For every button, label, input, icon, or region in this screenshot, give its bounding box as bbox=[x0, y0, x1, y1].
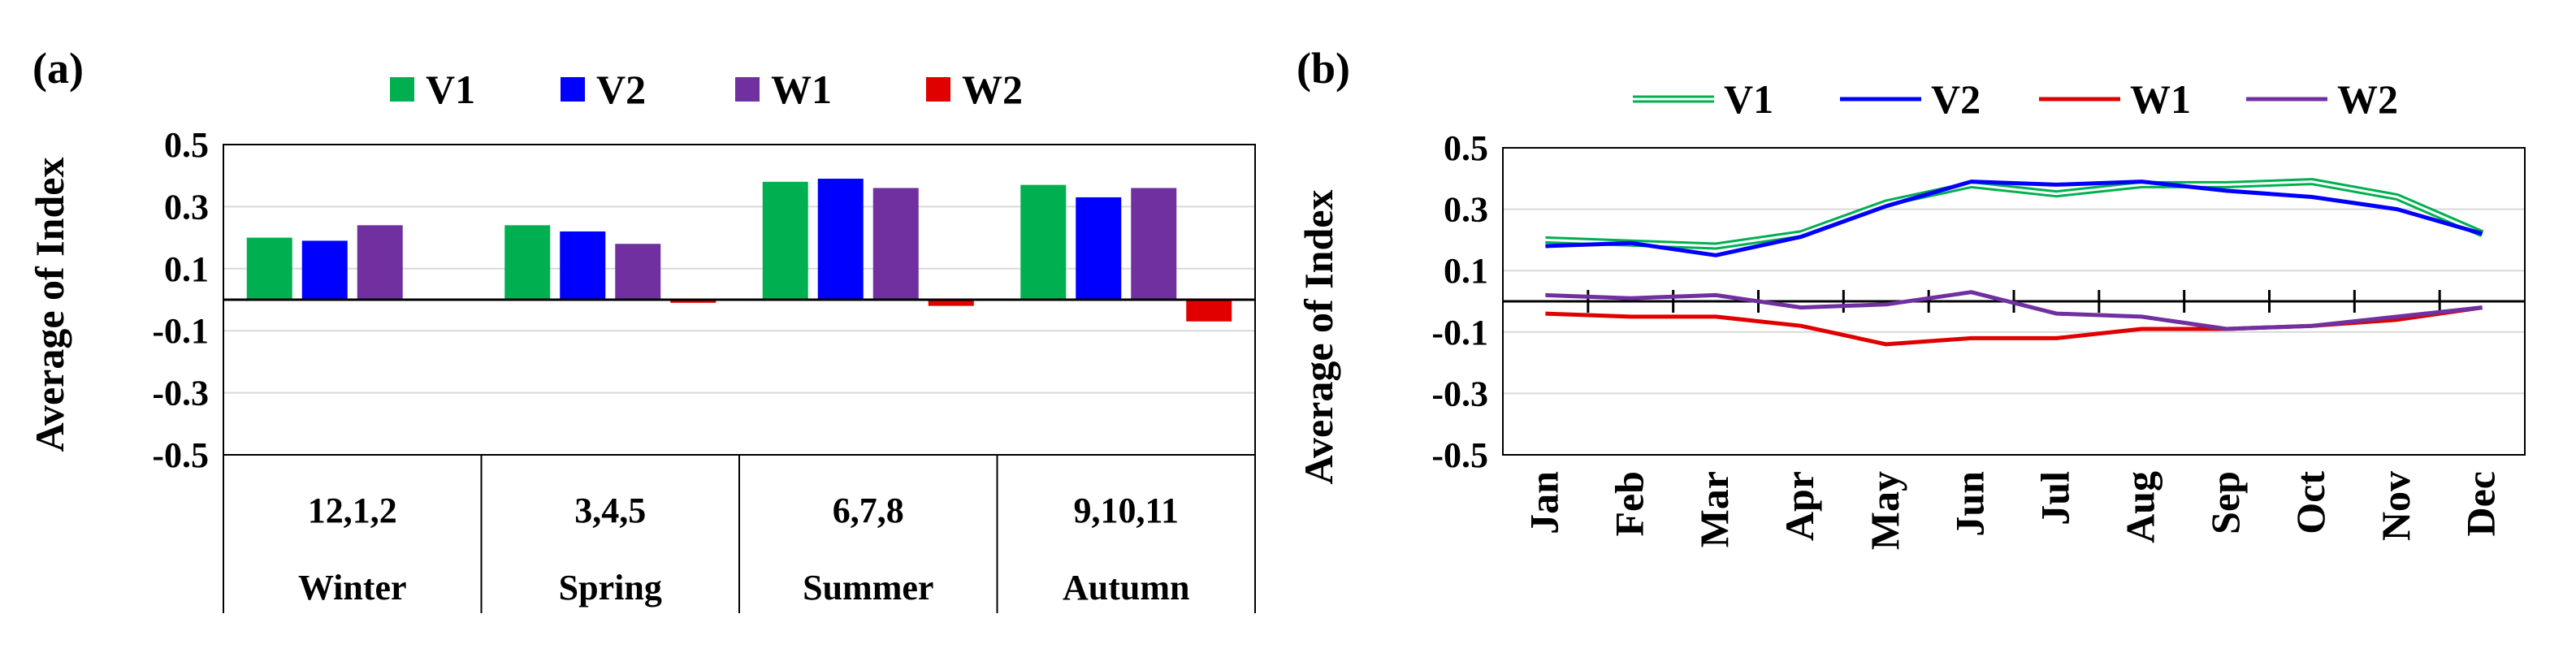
bar-v2-summer bbox=[817, 179, 864, 300]
legend-label-w2: W2 bbox=[962, 67, 1023, 112]
month-label: Feb bbox=[1606, 471, 1652, 537]
legend-label-v2: V2 bbox=[596, 67, 646, 112]
category-labels-a: 12,1,2 Winter 3,4,5 Spring 6,7,8 Summer 9,10,1… bbox=[298, 491, 1190, 608]
month-labels-b: Jan Feb Mar Apr May Jun Jul Aug Sep Oct Nov Dec bbox=[1521, 471, 2503, 551]
category-season-label: Summer bbox=[803, 568, 933, 608]
month-label: Nov bbox=[2373, 471, 2418, 541]
bar-v2-spring bbox=[560, 231, 606, 300]
series-line-v2 bbox=[1545, 179, 2483, 257]
series-line-w1 bbox=[1545, 305, 2483, 347]
category-months-label: 3,4,5 bbox=[574, 491, 646, 530]
legend-label-v1: V1 bbox=[1724, 76, 1773, 122]
y-tick-label-b: -0.5 bbox=[1431, 435, 1488, 475]
month-label: Apr bbox=[1777, 471, 1822, 541]
series-line-w2 bbox=[1545, 290, 2483, 331]
bar-v2-autumn bbox=[1076, 197, 1122, 300]
bar-w1-summer bbox=[872, 188, 919, 300]
series-line-inner-v1 bbox=[1545, 180, 2483, 248]
month-label: Aug bbox=[2117, 471, 2163, 543]
y-axis-title-a: Average of Index bbox=[27, 158, 72, 452]
month-label: Sep bbox=[2202, 471, 2248, 534]
category-season-label: Autumn bbox=[1063, 568, 1190, 608]
y-tick-labels-b: 0.5 0.3 0.1 -0.1 -0.3 -0.5 bbox=[1431, 128, 1488, 475]
panel-label-a: (a) bbox=[32, 44, 84, 93]
y-tick-label-b: -0.3 bbox=[1431, 374, 1488, 413]
y-tick-label-b: 0.5 bbox=[1444, 128, 1488, 168]
y-tick-labels-a: 0.5 0.3 0.1 -0.1 -0.3 -0.5 bbox=[152, 125, 209, 475]
bar-chart-panel: (a) Average of Index 0.5 0.3 0.1 -0.1 -0.3 -0… bbox=[27, 44, 1256, 613]
legend-swatch-v1 bbox=[390, 77, 414, 102]
legend-swatch-w1 bbox=[735, 77, 760, 102]
bar-w2-summer bbox=[928, 300, 974, 306]
y-tick-label-a: -0.5 bbox=[152, 435, 209, 475]
y-tick-label-b: -0.1 bbox=[1431, 313, 1488, 352]
month-label: Jan bbox=[1521, 471, 1566, 534]
category-season-label: Spring bbox=[559, 568, 662, 608]
legend-label-w1: W1 bbox=[771, 67, 832, 112]
y-tick-label-a: -0.3 bbox=[152, 374, 209, 413]
legend-label-v2: V2 bbox=[1931, 76, 1981, 122]
y-tick-label-a: 0.1 bbox=[164, 249, 209, 289]
y-tick-label-a: 0.5 bbox=[164, 125, 209, 165]
legend-label-w1: W1 bbox=[2130, 76, 2191, 122]
series-lines-b bbox=[1545, 178, 2484, 347]
gridlines-b bbox=[1503, 208, 2525, 395]
bar-v1-winter bbox=[246, 237, 292, 300]
legend-b: V1 V2 W1 W2 bbox=[1633, 76, 2398, 122]
category-season-label: Winter bbox=[298, 568, 407, 608]
legend-label-v1: V1 bbox=[426, 67, 475, 112]
bar-v1-spring bbox=[504, 225, 551, 300]
bars-a bbox=[246, 179, 1232, 322]
category-months-label: 6,7,8 bbox=[833, 491, 904, 530]
month-label: Jul bbox=[2032, 471, 2077, 525]
series-line-v1 bbox=[1545, 178, 2484, 250]
y-tick-label-a: -0.1 bbox=[152, 311, 209, 351]
panel-label-b: (b) bbox=[1297, 44, 1350, 93]
legend-a: V1 V2 W1 W2 bbox=[390, 67, 1023, 112]
y-tick-label-b: 0.1 bbox=[1444, 251, 1488, 291]
bar-w2-autumn bbox=[1186, 300, 1232, 322]
bar-w1-winter bbox=[357, 225, 403, 300]
bar-w1-autumn bbox=[1131, 188, 1177, 300]
month-label: Oct bbox=[2288, 471, 2333, 534]
month-label: Jun bbox=[1947, 471, 1993, 537]
y-tick-label-b: 0.3 bbox=[1444, 190, 1488, 230]
legend-swatch-v2 bbox=[561, 77, 585, 102]
y-axis-title-b: Average of Index bbox=[1296, 190, 1341, 485]
month-label: Dec bbox=[2458, 471, 2504, 537]
bar-v2-winter bbox=[301, 240, 348, 300]
bar-v1-summer bbox=[762, 181, 808, 300]
legend-swatch-w2 bbox=[926, 77, 950, 102]
month-label: Mar bbox=[1691, 471, 1737, 547]
category-months-label: 9,10,11 bbox=[1073, 491, 1179, 530]
bar-w2-spring bbox=[670, 300, 717, 303]
month-label: May bbox=[1862, 471, 1907, 550]
category-months-label: 12,1,2 bbox=[308, 491, 397, 530]
axes-a bbox=[223, 144, 1256, 613]
y-tick-label-a: 0.3 bbox=[164, 187, 209, 227]
bar-v1-autumn bbox=[1020, 184, 1067, 300]
bar-w1-spring bbox=[615, 244, 661, 300]
legend-label-w2: W2 bbox=[2337, 76, 2398, 122]
line-chart-panel: (b) Average of Index 0.5 0.3 0.1 -0.1 -0.3 -0… bbox=[1296, 44, 2526, 551]
